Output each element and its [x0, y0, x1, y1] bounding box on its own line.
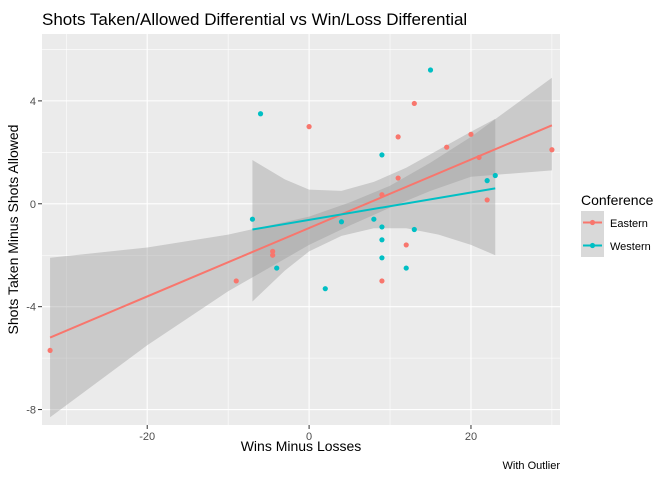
- data-point-western: [379, 152, 385, 158]
- data-point-western: [338, 219, 345, 225]
- data-point-western: [379, 224, 385, 230]
- y-tick-label: -8: [26, 405, 36, 417]
- data-point-eastern: [233, 278, 239, 284]
- data-point-eastern: [411, 100, 417, 107]
- y-tick-label: 4: [30, 96, 36, 108]
- data-point-eastern: [484, 197, 490, 203]
- major-gridlines: [42, 34, 560, 425]
- data-point-western: [427, 67, 434, 73]
- data-point-western: [379, 237, 385, 243]
- x-tick-label: -20: [139, 431, 155, 443]
- data-point-western: [371, 216, 377, 222]
- confidence-band-eastern: [50, 77, 552, 418]
- data-point-eastern: [468, 131, 474, 137]
- data-point-eastern: [306, 124, 312, 130]
- confidence-bands: [50, 77, 552, 418]
- legend-label-eastern: Eastern: [610, 218, 648, 230]
- data-point-eastern: [549, 147, 555, 153]
- legend: Conference Eastern Western: [581, 192, 654, 257]
- axes: -20 0 20 -8 -4 0 4: [26, 96, 477, 443]
- y-tick-label: 0: [30, 199, 36, 211]
- data-points: [47, 67, 555, 354]
- legend-key-point-eastern: [589, 219, 596, 226]
- y-tick-label: -4: [26, 302, 36, 314]
- x-tick-label: 0: [306, 431, 312, 443]
- confidence-band-western: [252, 118, 496, 302]
- data-point-eastern: [395, 175, 401, 181]
- data-point-eastern: [395, 134, 401, 140]
- data-point-eastern: [270, 252, 276, 258]
- data-point-western: [322, 286, 328, 292]
- data-point-western: [274, 265, 280, 271]
- data-point-western: [257, 111, 264, 117]
- legend-title: Conference: [581, 192, 654, 208]
- legend-key-point-western: [589, 242, 596, 249]
- data-point-eastern: [403, 242, 409, 248]
- data-point-western: [249, 216, 256, 222]
- chart-title: Shots Taken/Allowed Differential vs Win/…: [42, 10, 467, 29]
- regression-line-western: [252, 187, 496, 231]
- data-point-eastern: [444, 144, 450, 150]
- data-point-eastern: [379, 278, 385, 284]
- data-point-western: [403, 265, 409, 271]
- chart-caption: With Outlier: [503, 460, 561, 472]
- data-point-eastern: [47, 347, 53, 354]
- legend-label-western: Western: [610, 241, 651, 253]
- data-point-eastern: [270, 248, 276, 254]
- data-point-eastern: [476, 154, 482, 161]
- data-point-western: [411, 226, 417, 233]
- minor-gridlines: [42, 34, 560, 425]
- data-point-western: [492, 172, 498, 179]
- regression-lines: [49, 124, 553, 339]
- x-tick-label: 20: [465, 431, 477, 443]
- plot-panel: [42, 34, 560, 425]
- data-point-western: [484, 178, 490, 184]
- x-axis-label: Wins Minus Losses: [241, 438, 362, 454]
- y-axis-label: Shots Taken Minus Shots Allowed: [5, 125, 21, 335]
- data-point-western: [379, 255, 385, 261]
- regression-line-eastern: [49, 124, 553, 339]
- data-point-eastern: [379, 192, 385, 198]
